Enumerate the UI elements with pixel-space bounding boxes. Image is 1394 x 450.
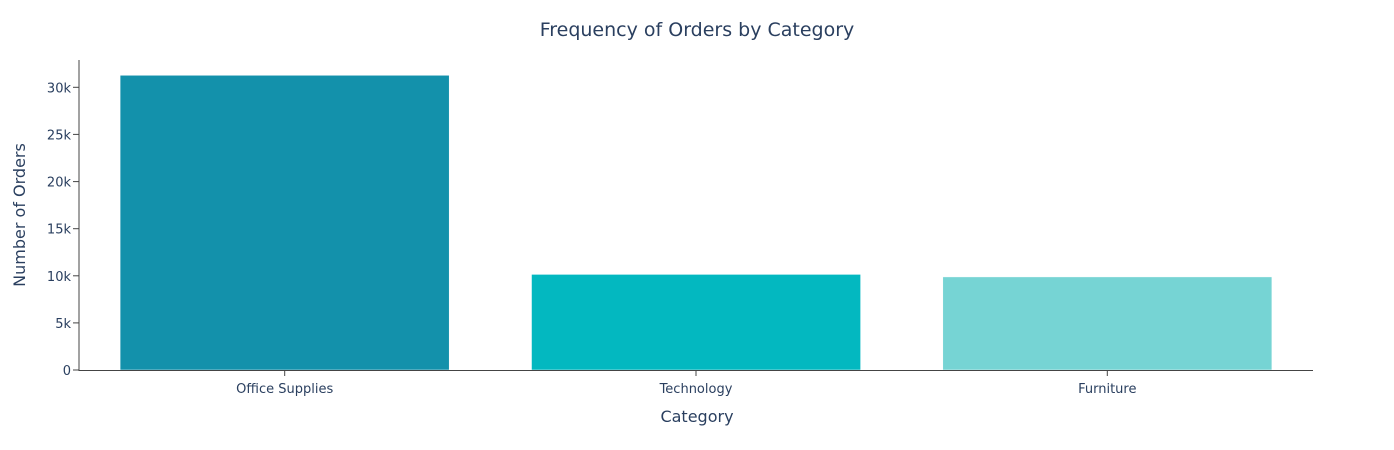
bar-furniture [942,276,1273,371]
y-axis-title: Number of Orders [10,143,29,287]
bar-office-supplies [119,75,450,371]
y-tick-label: 5k [55,317,71,332]
y-tick-label: 25k [47,128,72,143]
y-tick-label: 0 [63,364,71,379]
y-axis: 0 5k 10k 15k 20k 25k 30k [47,60,80,379]
y-tick-label: 30k [47,81,72,96]
x-axis: Office Supplies Technology Furniture [79,370,1313,397]
y-tick-label: 20k [47,176,72,191]
chart-title: Frequency of Orders by Category [540,19,855,41]
bar-technology [531,274,861,371]
y-tick-label: 15k [47,223,72,238]
bars-group [119,75,1273,371]
y-tick-label: 10k [47,270,72,285]
x-tick-label: Technology [659,382,733,397]
x-axis-title: Category [660,407,733,426]
x-tick-label: Office Supplies [236,382,333,397]
x-tick-label: Furniture [1078,382,1136,397]
